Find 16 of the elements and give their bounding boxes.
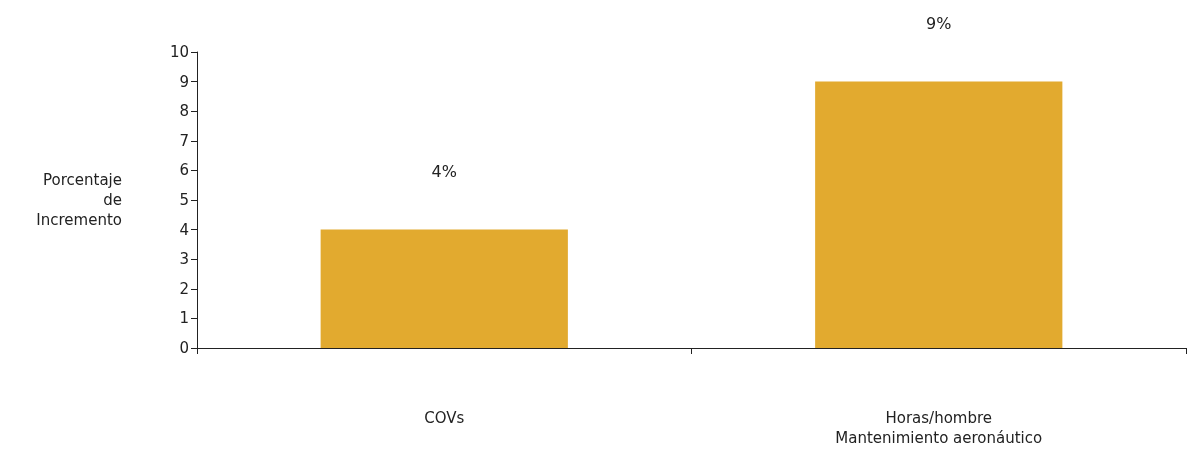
y-tick-label: 7 [179,131,189,150]
data-label: 4% [431,162,457,182]
y-tick-label: 5 [179,191,189,209]
x-tick-label: Horas/hombre Mantenimiento aeronáutico [835,409,1043,447]
data-label: 9% [926,14,952,34]
y-axis-title: Porcentaje de Incremento [36,171,122,229]
y-tick-label: 0 [179,339,189,357]
y-tick-label: 1 [179,309,189,328]
y-tick-label: 10 [169,43,189,61]
x-tick-label: COVs [424,409,465,427]
y-tick-label: 6 [179,161,189,180]
y-tick-label: 4 [179,220,189,239]
y-tick-label: 8 [179,102,189,121]
y-tick-label: 9 [179,72,189,91]
y-tick-label: 3 [179,250,189,269]
y-tick-label: 2 [179,279,189,298]
